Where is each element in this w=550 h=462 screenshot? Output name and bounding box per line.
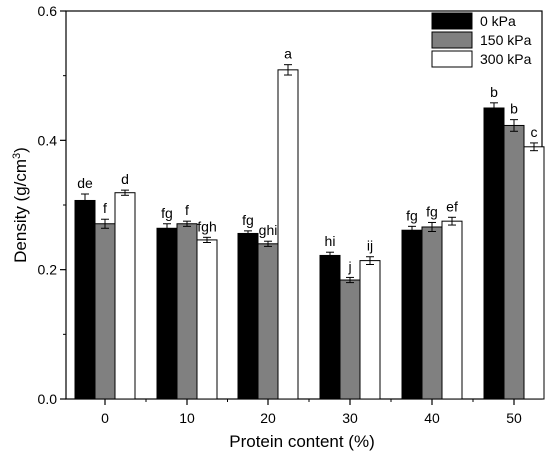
significance-label: hi: [325, 233, 336, 249]
significance-label: c: [531, 124, 538, 140]
plot-frame: [65, 10, 543, 400]
significance-label: fgh: [197, 218, 216, 234]
y-tick-label: 0.0: [38, 391, 58, 407]
bar: [196, 239, 218, 400]
x-tick-label: 10: [179, 410, 195, 426]
significance-label: ghi: [259, 222, 278, 238]
significance-label: j: [347, 258, 351, 274]
bar: [339, 279, 361, 400]
x-tick-label: 50: [506, 410, 522, 426]
bar: [237, 232, 259, 400]
significance-label: ij: [367, 238, 373, 254]
legend-label: 300 kPa: [480, 51, 532, 67]
y-axis-title: Density (g/cm3): [11, 147, 30, 263]
bar: [319, 254, 341, 400]
bar: [421, 226, 443, 400]
significance-label: b: [510, 101, 518, 117]
bar: [277, 69, 299, 400]
legend-swatch: [431, 50, 473, 68]
x-tick-label: 0: [101, 410, 109, 426]
x-axis-title: Protein content (%): [229, 432, 375, 451]
significance-label: b: [490, 84, 498, 100]
y-tick-label: 0.2: [38, 262, 58, 278]
significance-label: a: [284, 46, 292, 62]
y-tick-label: 0.4: [38, 132, 58, 148]
bar: [114, 192, 136, 400]
significance-label: fg: [406, 207, 418, 223]
significance-label: fg: [242, 212, 254, 228]
bar: [359, 260, 381, 400]
significance-label: f: [103, 200, 107, 216]
significance-label: d: [121, 171, 129, 187]
significance-label: ef: [446, 198, 458, 214]
x-tick-label: 40: [424, 410, 440, 426]
bar: [74, 199, 96, 400]
significance-label: f: [185, 202, 189, 218]
bar: [176, 223, 198, 400]
legend-swatch: [431, 12, 473, 30]
bar: [401, 229, 423, 400]
y-tick-label: 0.6: [38, 3, 58, 19]
x-tick-label: 30: [342, 410, 358, 426]
significance-label: fg: [426, 203, 438, 219]
bar: [257, 243, 279, 400]
bar: [503, 124, 525, 400]
legend-label: 150 kPa: [480, 32, 532, 48]
bar: [523, 146, 545, 400]
bar: [441, 220, 463, 400]
significance-label: de: [77, 175, 93, 191]
x-tick-label: 20: [260, 410, 276, 426]
bar: [483, 107, 505, 400]
bar: [94, 223, 116, 400]
legend-swatch: [431, 31, 473, 49]
legend-label: 0 kPa: [480, 13, 516, 29]
significance-label: fg: [161, 205, 173, 221]
bar: [156, 227, 178, 400]
